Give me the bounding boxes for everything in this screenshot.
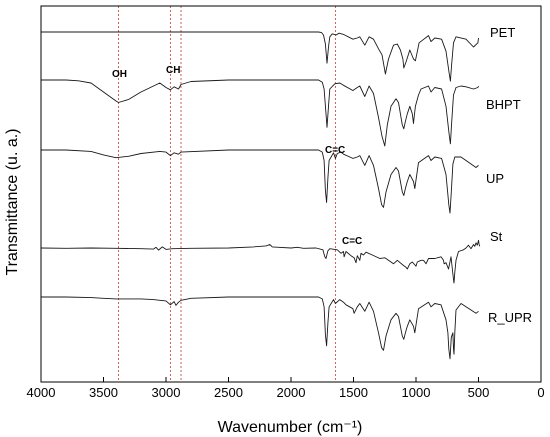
spectrum-line-r_upr xyxy=(41,296,479,360)
series-labels: PET BHPT UP St R_UPR xyxy=(486,25,532,325)
series-label-r_upr: R_UPR xyxy=(488,310,532,325)
x-axis-ticks: 4000 3500 3000 2500 2000 1500 1000 500 0 xyxy=(27,377,545,400)
spectrum-line-st xyxy=(40,239,481,284)
series-label-bhpt: BHPT xyxy=(486,97,521,112)
x-tick-label: 3000 xyxy=(152,385,181,400)
x-tick-label: 1500 xyxy=(339,385,368,400)
spectrum-line-up xyxy=(41,149,479,214)
y-axis-title: Transmittance (u. a.) xyxy=(4,128,21,275)
series-label-st: St xyxy=(490,229,503,244)
x-axis-title: Wavenumber (cm⁻¹) xyxy=(218,419,363,436)
plot-frame xyxy=(40,5,542,383)
x-tick-label: 3500 xyxy=(89,385,118,400)
spectra-traces xyxy=(40,31,481,360)
x-tick-label: 2500 xyxy=(214,385,243,400)
x-tick-label: 500 xyxy=(468,385,490,400)
series-label-up: UP xyxy=(486,171,504,186)
x-tick-label: 2000 xyxy=(277,385,306,400)
x-tick-label: 4000 xyxy=(27,385,56,400)
annotation-cc-1: C=C xyxy=(325,145,345,156)
x-tick-label: 1000 xyxy=(402,385,431,400)
annotation-ch: CH xyxy=(166,65,180,76)
spectrum-line-bhpt xyxy=(41,79,479,147)
x-tick-label: 0 xyxy=(537,385,544,400)
spectrum-line-pet xyxy=(41,31,479,82)
series-label-pet: PET xyxy=(490,25,515,40)
annotation-cc-2: C=C xyxy=(342,236,362,247)
plot-area-border xyxy=(40,5,542,383)
annotation-oh: OH xyxy=(112,69,127,80)
reference-lines xyxy=(118,6,336,382)
